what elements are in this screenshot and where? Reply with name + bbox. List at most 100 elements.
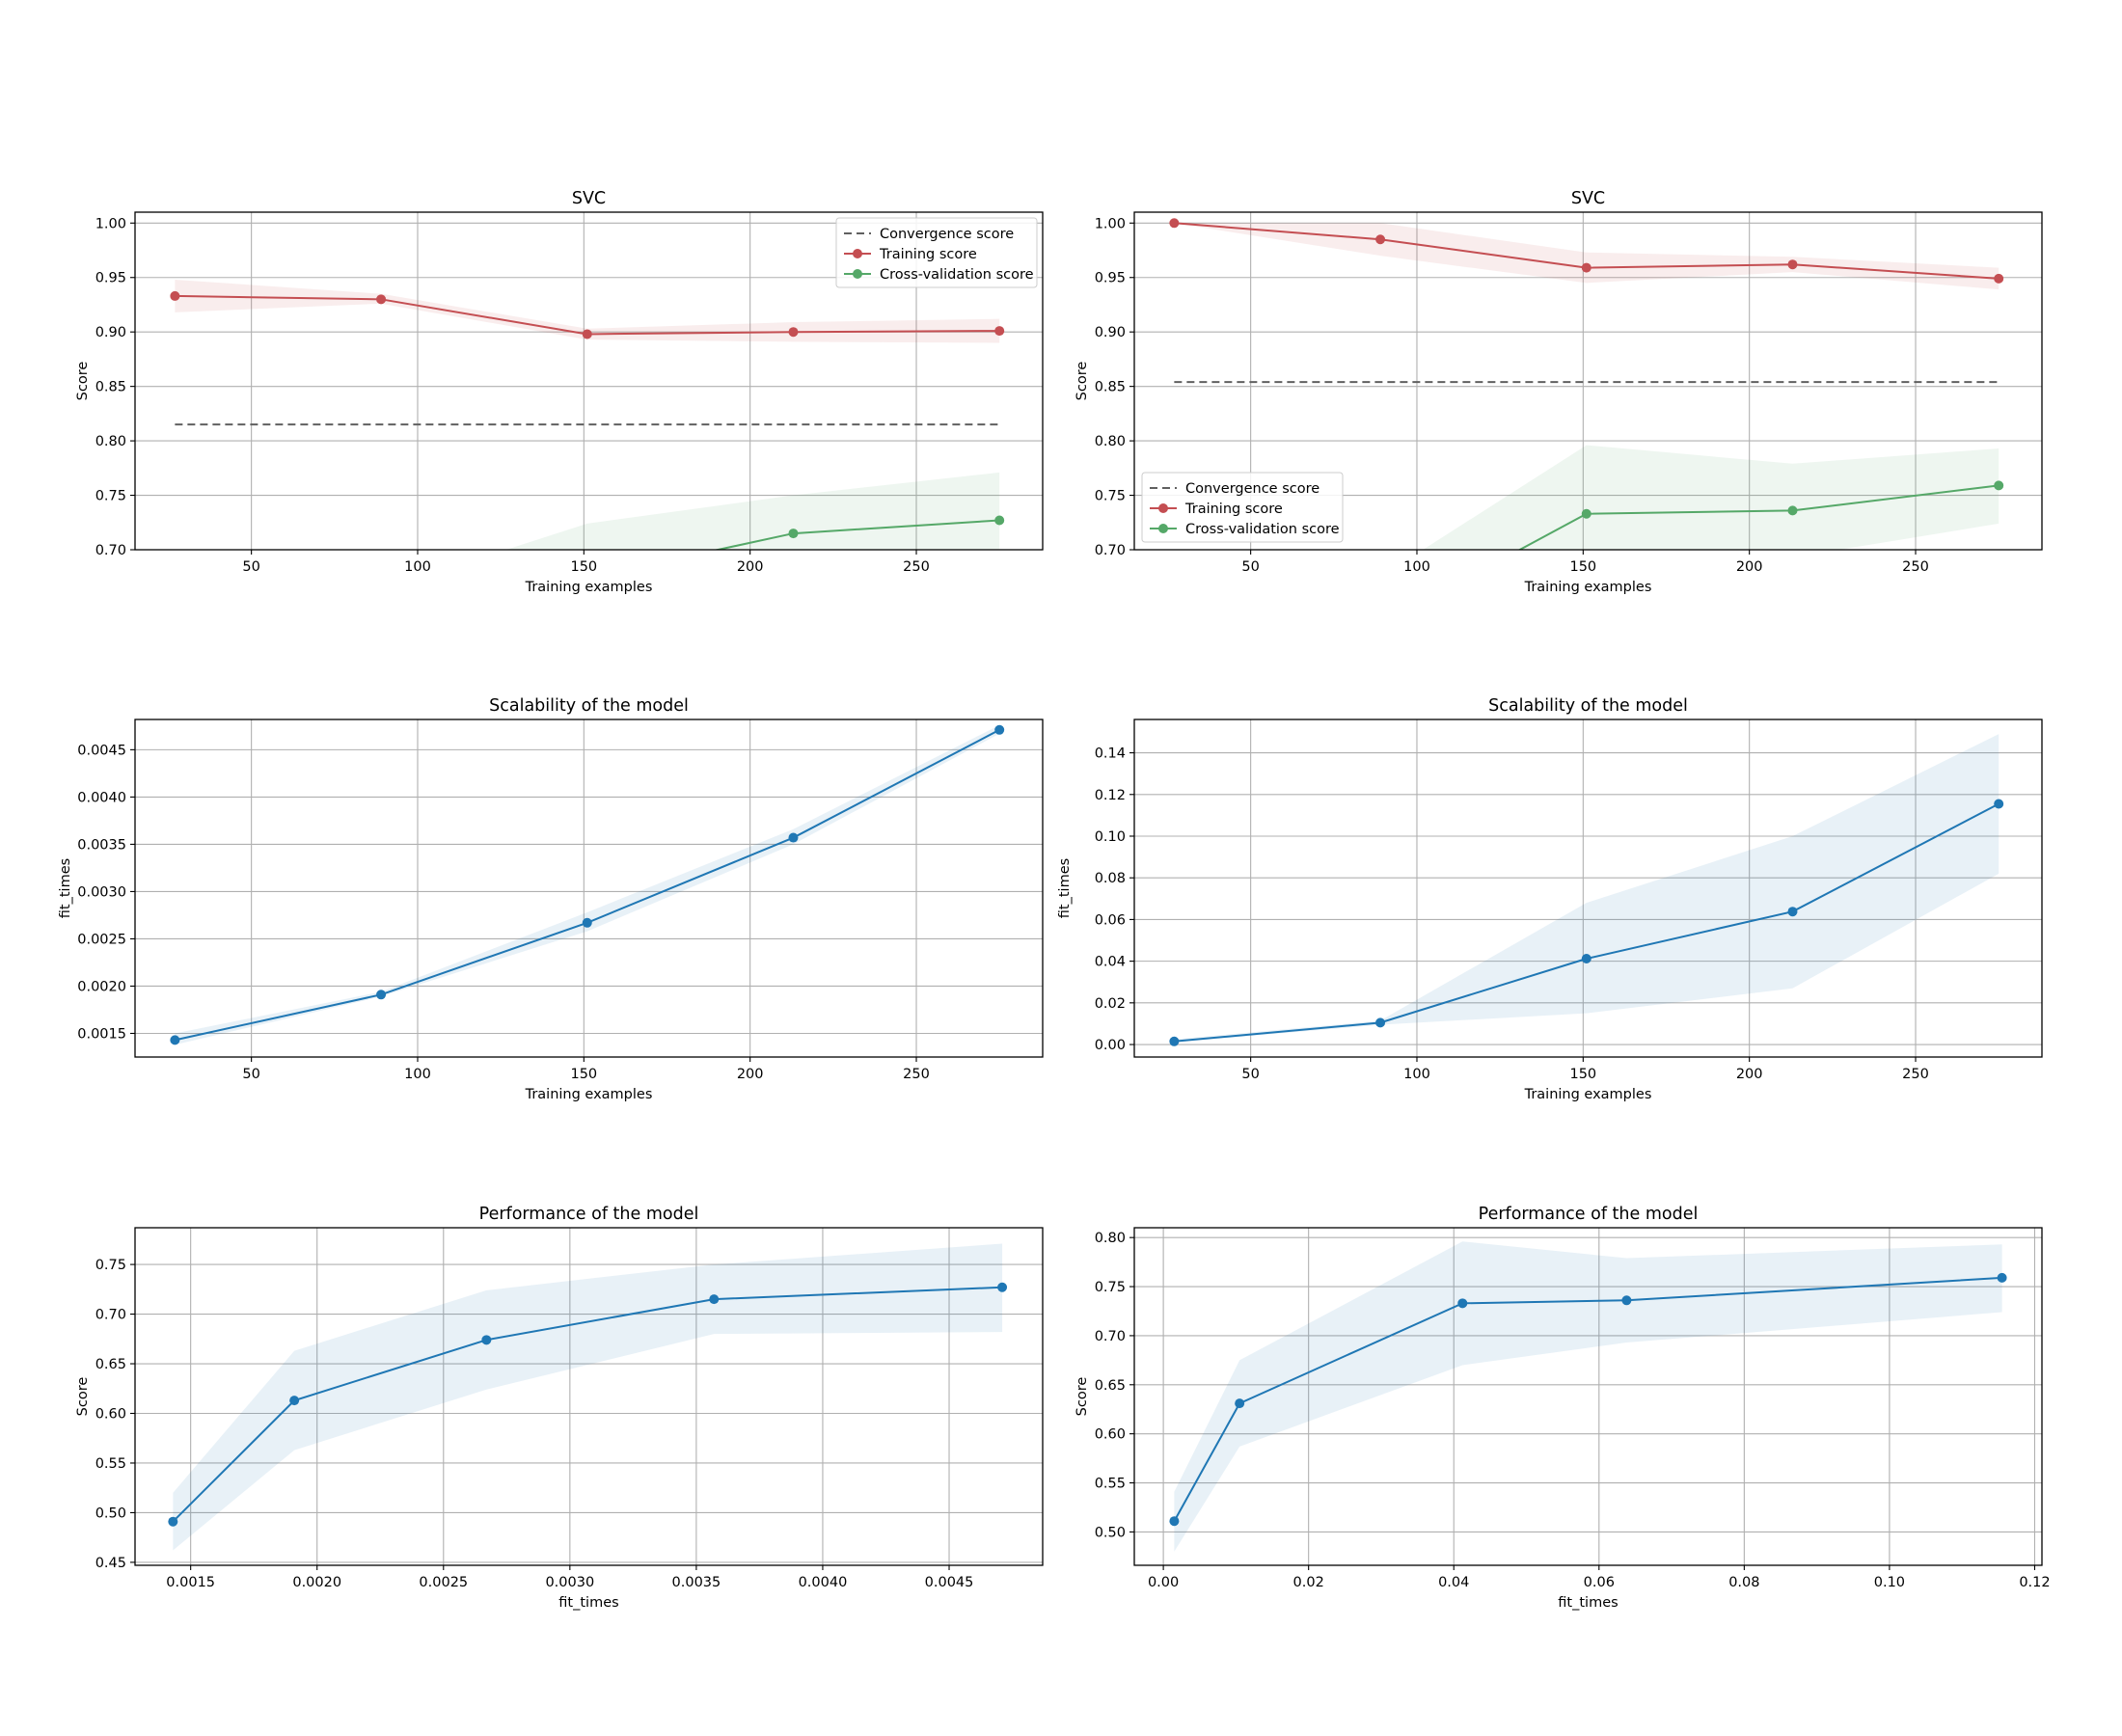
legend-marker — [1158, 503, 1168, 513]
legend: Convergence score Training score Cross-val… — [1141, 472, 1344, 543]
y-tick-label: 0.75 — [95, 1258, 126, 1273]
x-tick-label: 150 — [1569, 1067, 1596, 1082]
series-1-point — [1787, 907, 1798, 917]
x-tick-label: 50 — [1241, 559, 1259, 575]
x-tick-label: 150 — [570, 559, 597, 575]
series-1-point — [1994, 799, 2004, 809]
gridlines — [135, 719, 1043, 1057]
y-tick-label: 0.55 — [1095, 1477, 1126, 1492]
axes-frame — [134, 719, 1044, 1058]
x-tick-label: 250 — [1902, 1067, 1929, 1082]
training-score-point — [1581, 262, 1592, 273]
x-tick-label: 250 — [903, 1067, 930, 1082]
series-1-point — [481, 1335, 492, 1345]
y-tick-label: 0.08 — [1095, 871, 1126, 886]
series-1-point — [582, 917, 592, 928]
cross-validation-score-point — [788, 529, 799, 539]
axes-frame — [1133, 211, 2043, 551]
y-tick-label: 0.70 — [1095, 543, 1126, 558]
series-1-line — [175, 728, 1000, 1042]
y-tick-label: 0.90 — [95, 325, 126, 340]
training-score-point — [1169, 218, 1180, 229]
series-1-point — [1169, 1036, 1180, 1046]
y-tick-label: 0.04 — [1095, 955, 1126, 970]
x-tick-label: 200 — [1736, 1067, 1763, 1082]
x-tick-label: 250 — [1902, 559, 1929, 575]
series-1-point — [1457, 1298, 1468, 1309]
training-score-point — [788, 327, 799, 338]
x-axis-label: Training examples — [1524, 580, 1652, 595]
y-tick-label: 0.60 — [1095, 1427, 1126, 1443]
y-tick-label: 0.14 — [1095, 746, 1126, 762]
plot-area — [1169, 734, 2004, 1046]
x-tick-label: 0.0030 — [545, 1575, 594, 1590]
legend-entry: Convergence score — [1185, 481, 1319, 497]
x-tick-label: 200 — [737, 1067, 764, 1082]
chart-title: Scalability of the model — [1488, 696, 1688, 716]
training-score-point — [994, 326, 1005, 337]
y-tick-label: 0.0035 — [77, 837, 126, 853]
cross-validation-score-point — [376, 639, 386, 649]
legend: Convergence score Training score Cross-val… — [835, 217, 1038, 288]
chart-panel-5: 0.0015 0.0020 0.0025 0.0030 0.0035 0.0040 0.00… — [75, 1205, 1044, 1611]
chart-title: Scalability of the model — [489, 696, 689, 716]
legend-entry: Training score — [1184, 502, 1283, 517]
legend-marker — [1158, 524, 1168, 533]
training-score-point — [1994, 273, 2004, 284]
training-score-point — [170, 290, 180, 301]
y-tick-label: 0.85 — [95, 380, 126, 395]
x-tick-label: 150 — [1569, 559, 1596, 575]
series-1-point — [1621, 1295, 1632, 1306]
y-tick-label: 0.85 — [1095, 380, 1126, 395]
x-tick-label: 0.12 — [2019, 1575, 2050, 1590]
y-tick-label: 0.50 — [95, 1505, 126, 1521]
y-tick-label: 0.65 — [95, 1357, 126, 1372]
x-tick-label: 200 — [1736, 559, 1763, 575]
gridlines — [1134, 1228, 2042, 1565]
cross-validation-score-point — [1994, 480, 2004, 491]
x-tick-label: 50 — [242, 559, 259, 575]
chart-panel-3: 50 100 150 200 250 0.0015 0.0020 0.0025 0.0030 0.… — [58, 696, 1044, 1102]
x-axis-label: fit_times — [558, 1595, 618, 1611]
cross-validation-score-point — [1787, 505, 1798, 516]
training-score-point — [1787, 259, 1798, 270]
series-1-band — [173, 1243, 1003, 1551]
x-tick-label: 50 — [242, 1067, 259, 1082]
axes-frame — [134, 1227, 1044, 1566]
y-tick-label: 0.75 — [95, 489, 126, 504]
cross-validation-score-point — [1375, 620, 1385, 630]
series-1-point — [1581, 954, 1592, 964]
x-tick-label: 100 — [1403, 1067, 1430, 1082]
plot-area — [1169, 218, 2004, 630]
series-1-point — [994, 724, 1005, 735]
chart-panel-4: 50 100 150 200 250 0.00 0.02 0.04 0.06 0.08 0.10 0.… — [1057, 696, 2043, 1102]
legend-entry: Convergence score — [880, 227, 1014, 242]
x-tick-label: 0.04 — [1438, 1575, 1469, 1590]
training-score-point — [376, 294, 387, 305]
y-tick-label: 0.02 — [1095, 996, 1126, 1012]
y-tick-label: 0.70 — [95, 543, 126, 558]
x-tick-label: 0.0020 — [292, 1575, 341, 1590]
x-axis-label: fit_times — [1558, 1595, 1618, 1611]
y-tick-label: 0.80 — [95, 434, 126, 449]
y-tick-label: 1.00 — [95, 216, 126, 231]
legend-box — [1141, 472, 1344, 543]
y-tick-label: 1.00 — [1095, 216, 1126, 231]
series-1-band — [1174, 734, 2000, 1043]
y-tick-label: 0.70 — [95, 1308, 126, 1323]
cross-validation-score-point — [994, 515, 1005, 526]
x-tick-label: 0.08 — [1728, 1575, 1759, 1590]
x-tick-label: 50 — [1241, 1067, 1259, 1082]
axes-frame — [134, 211, 1044, 551]
series-1-point — [1997, 1272, 2007, 1283]
series-1-point — [788, 832, 799, 843]
legend-box — [835, 217, 1038, 288]
y-axis-label: Score — [1075, 362, 1090, 401]
y-axis-label: fit_times — [1057, 858, 1073, 918]
y-tick-label: 0.0020 — [77, 979, 126, 994]
series-1-point — [1235, 1398, 1245, 1409]
y-tick-label: 0.95 — [95, 271, 126, 286]
y-tick-label: 0.0040 — [77, 790, 126, 805]
legend-marker — [853, 249, 862, 258]
